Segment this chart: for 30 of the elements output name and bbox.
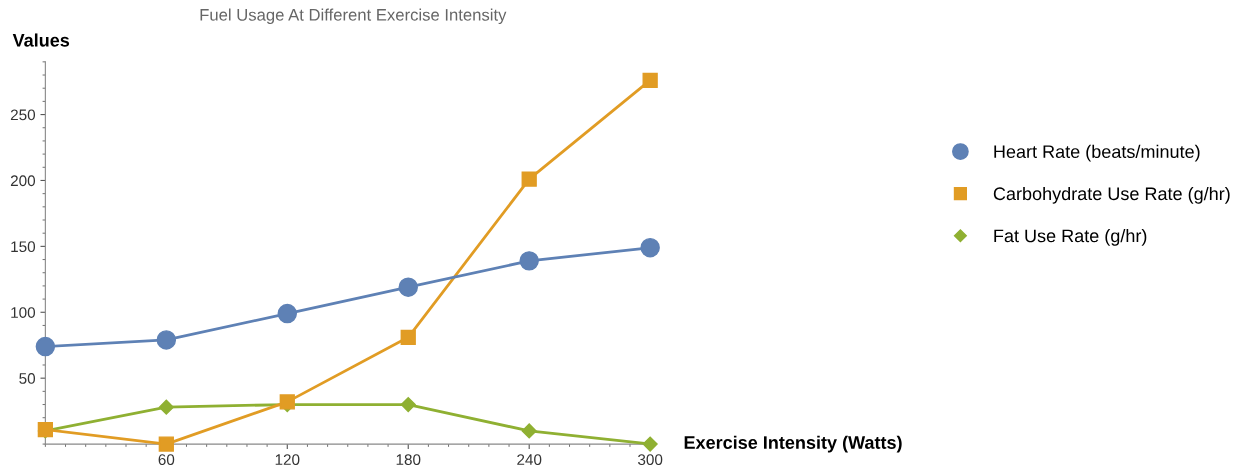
point [519, 251, 539, 271]
point [156, 330, 177, 350]
y-axis-title: Values [12, 33, 70, 47]
point [642, 72, 658, 88]
point [640, 237, 660, 258]
y-tick-label: 100 [11, 307, 36, 318]
point [35, 336, 56, 357]
point [398, 277, 418, 297]
x-tick-label: 60 [158, 454, 175, 465]
point [642, 436, 658, 452]
point [400, 329, 416, 345]
y-tick-label: 250 [10, 109, 36, 121]
legend-label: Fat Use Rate (g/hr) [994, 228, 1147, 246]
x-axis-title: Exercise Intensity (Watts) [684, 435, 902, 453]
point [400, 396, 416, 413]
x-tick-label: 240 [517, 454, 542, 465]
x-tick-label: 120 [275, 454, 300, 465]
point [521, 423, 537, 439]
point [158, 436, 174, 452]
legend-label: Carbohydrate Use Rate (g/hr) [993, 186, 1230, 204]
chart-title: Fuel Usage At Different Exercise Intensity [200, 8, 507, 25]
x-tick-label: 180 [396, 454, 421, 465]
point [521, 171, 537, 187]
y-tick-label: 200 [10, 175, 36, 187]
y-tick-label: 50 [19, 373, 36, 384]
point [158, 399, 174, 415]
y-tick-label: 150 [11, 241, 36, 253]
legend-label: Heart Rate (beats/minute) [994, 144, 1200, 162]
x-tick-label: 300 [638, 454, 663, 465]
point [277, 303, 298, 324]
